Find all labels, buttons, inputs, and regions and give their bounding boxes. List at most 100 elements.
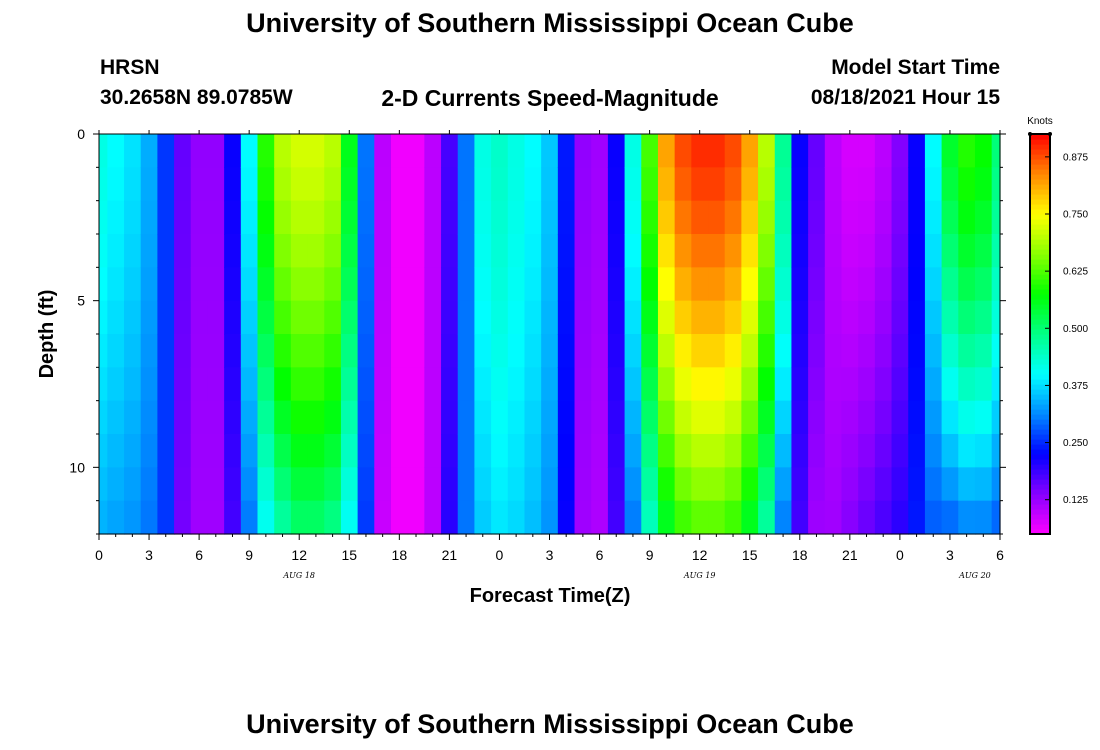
x-tick-label: 0 <box>896 547 904 563</box>
heatmap-cell <box>808 267 826 302</box>
heatmap-cell <box>574 300 592 335</box>
heatmap-cell <box>924 267 943 302</box>
x-tick-label: 21 <box>442 547 458 563</box>
heatmap-cell <box>257 467 275 502</box>
colorbar-segment <box>1030 369 1050 375</box>
heatmap-cell <box>557 334 576 368</box>
heatmap-cell <box>340 434 359 468</box>
heatmap-cell <box>841 234 859 268</box>
colorbar-corner <box>1048 132 1052 136</box>
heatmap-cell <box>891 467 909 502</box>
footer-title: University of Southern Mississippi Ocean… <box>246 709 854 739</box>
y-axis-label: Depth (ft) <box>36 290 58 379</box>
heatmap-cell <box>674 434 692 468</box>
heatmap-cell <box>140 134 158 168</box>
heatmap-cell <box>174 134 192 168</box>
heatmap-cell <box>741 434 759 468</box>
colorbar-segment <box>1030 214 1050 220</box>
heatmap-cell <box>140 467 158 502</box>
heatmap-cell <box>340 334 359 368</box>
heatmap-cell <box>941 167 959 202</box>
colorbar-segment <box>1030 344 1050 350</box>
heatmap-cell <box>407 500 425 535</box>
heatmap-cell <box>107 434 125 468</box>
heatmap-cell <box>99 167 108 202</box>
heatmap-cell <box>407 467 425 502</box>
x-tick-label: 3 <box>546 547 554 563</box>
heatmap-cell <box>941 434 959 468</box>
heatmap-cell <box>574 167 592 202</box>
heatmap-cell <box>390 367 409 402</box>
heatmap-cell <box>657 267 676 302</box>
heatmap-cell <box>557 400 576 435</box>
heatmap-cell <box>290 434 309 468</box>
heatmap-cell <box>390 200 409 235</box>
colorbar-tick-label: 0.625 <box>1063 267 1088 278</box>
heatmap-cell <box>390 267 409 302</box>
heatmap-cell <box>824 300 843 335</box>
heatmap-cell <box>708 400 726 435</box>
heatmap-cell <box>457 467 476 502</box>
heatmap-cell <box>958 234 976 268</box>
heatmap-cell <box>858 434 876 468</box>
heatmap-cell <box>207 200 225 235</box>
heatmap-cell <box>107 334 125 368</box>
x-tick-label: 0 <box>496 547 504 563</box>
colorbar-segment <box>1030 249 1050 255</box>
heatmap-cell <box>908 500 926 535</box>
heatmap-cell <box>140 334 158 368</box>
heatmap-cell <box>791 200 809 235</box>
heatmap-cell <box>240 300 259 335</box>
heatmap-cell <box>958 134 976 168</box>
heatmap-cell <box>591 300 609 335</box>
heatmap-cell <box>424 334 442 368</box>
heatmap-cell <box>157 434 175 468</box>
heatmap-cell <box>99 334 108 368</box>
heatmap-cell <box>691 234 709 268</box>
heatmap-cell <box>140 434 158 468</box>
heatmap-cell <box>374 200 392 235</box>
heatmap-cell <box>174 167 192 202</box>
heatmap-cell <box>557 500 576 535</box>
colorbar-segment <box>1030 224 1050 230</box>
heatmap-cell <box>340 267 359 302</box>
heatmap-cell <box>858 234 876 268</box>
heatmap-cell <box>841 434 859 468</box>
heatmap-cell <box>190 467 209 502</box>
heatmap-cell <box>157 400 175 435</box>
x-tick-label: 9 <box>646 547 654 563</box>
heatmap-cell <box>908 234 926 268</box>
colorbar-segment <box>1030 149 1050 155</box>
colorbar-segment <box>1030 139 1050 145</box>
colorbar-segment <box>1030 189 1050 195</box>
heatmap-cell <box>174 367 192 402</box>
heatmap-cell <box>874 334 893 368</box>
heatmap-cell <box>507 167 526 202</box>
heatmap-cell <box>624 434 642 468</box>
heatmap-cell <box>641 167 659 202</box>
colorbar-segment <box>1030 349 1050 355</box>
heatmap-cell <box>741 267 759 302</box>
heatmap-cell <box>691 134 709 168</box>
heatmap-cell <box>691 334 709 368</box>
colorbar-segment <box>1030 279 1050 285</box>
colorbar-segment <box>1030 504 1050 510</box>
heatmap-cell <box>157 500 175 535</box>
colorbar-segment <box>1030 354 1050 360</box>
heatmap-cell <box>99 200 108 235</box>
x-tick-label: 18 <box>392 547 408 563</box>
heatmap-cell <box>974 134 993 168</box>
heatmap-cell <box>724 300 742 335</box>
heatmap-cell <box>474 300 492 335</box>
heatmap-cell <box>741 367 759 402</box>
heatmap-cell <box>507 234 526 268</box>
heatmap-cell <box>908 400 926 435</box>
heatmap-cell <box>641 400 659 435</box>
heatmap-cell <box>741 134 759 168</box>
colorbar-segment <box>1030 399 1050 405</box>
colorbar-segment <box>1030 404 1050 410</box>
heatmap-cell <box>541 334 559 368</box>
heatmap-cell <box>758 267 776 302</box>
heatmap-cell <box>641 300 659 335</box>
heatmap-cell <box>607 300 626 335</box>
